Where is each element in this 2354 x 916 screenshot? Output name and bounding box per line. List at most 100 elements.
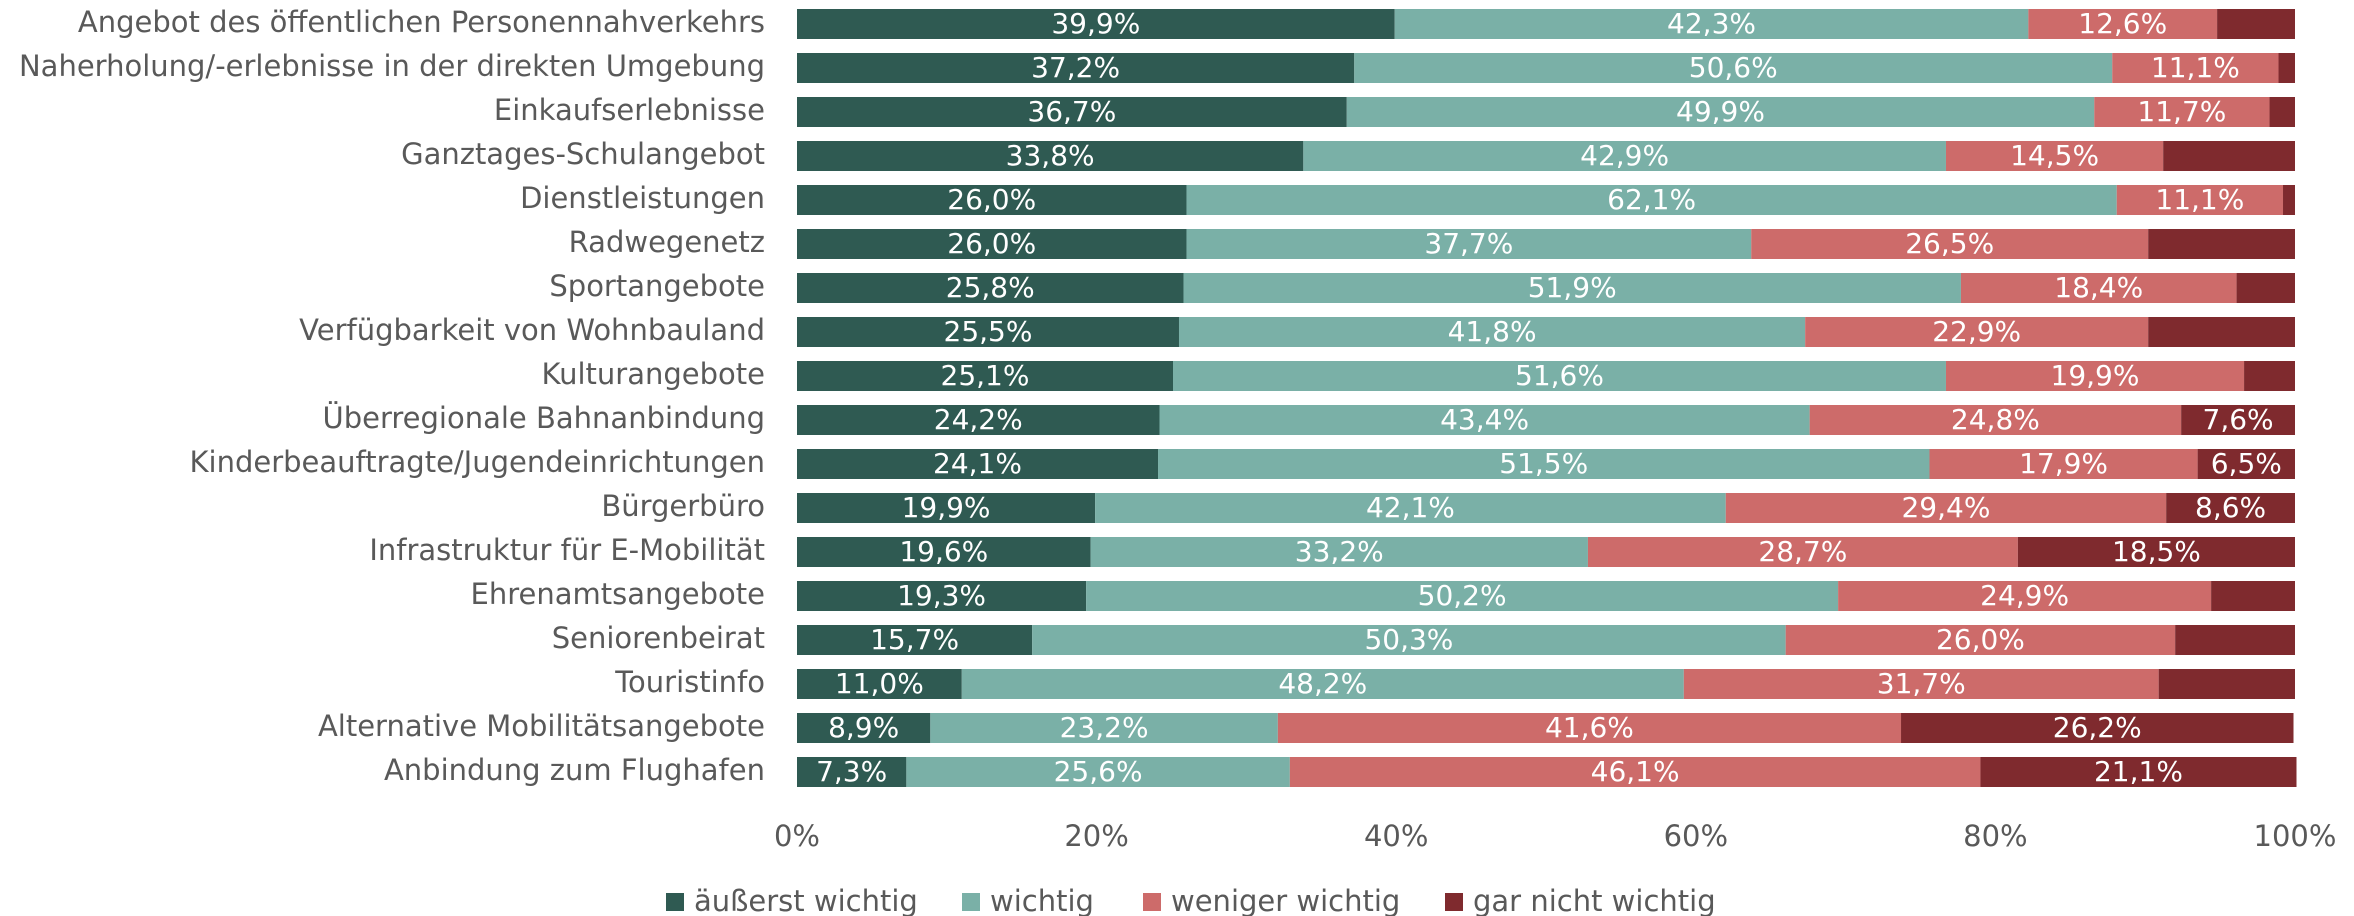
value-label: 26,5% <box>1905 227 1994 260</box>
x-tick-label: 40% <box>1364 819 1428 853</box>
bar-segment <box>906 757 1290 787</box>
value-label: 11,1% <box>2151 51 2240 84</box>
bar-segment <box>1172 361 1946 391</box>
category-label: Kulturangebote <box>542 357 765 391</box>
value-label: 23,2% <box>1060 711 1149 744</box>
value-label: 46,1% <box>1591 755 1680 788</box>
value-label: 31,7% <box>1877 667 1966 700</box>
value-label: 11,7% <box>2137 95 2226 128</box>
value-label: 39,9% <box>1051 7 1140 40</box>
bar-segment <box>797 97 1347 127</box>
x-tick-label: 0% <box>774 819 820 853</box>
bar-segment <box>1032 625 1786 655</box>
bar-segment <box>2112 53 2279 83</box>
value-label: 19,3% <box>897 579 986 612</box>
bar-segment <box>1809 405 2182 435</box>
value-label: 19,9% <box>902 491 991 524</box>
bar-segment <box>1303 141 1946 171</box>
value-label: 33,8% <box>1006 139 1095 172</box>
value-label: 42,3% <box>1667 7 1756 40</box>
x-tick-label: 60% <box>1664 819 1728 853</box>
bar-segment <box>797 493 1096 523</box>
bar-segment <box>2166 493 2295 523</box>
value-label: 11,1% <box>2155 183 2244 216</box>
value-label: 24,1% <box>933 447 1022 480</box>
category-label: Seniorenbeirat <box>552 621 765 655</box>
bar-segment <box>1183 273 1961 303</box>
bar-segment <box>797 449 1159 479</box>
bar-segment <box>1186 229 1752 259</box>
bar-segment <box>2017 537 2295 567</box>
bar-segment <box>1805 317 2149 347</box>
category-label: Infrastruktur für E-Mobilität <box>369 533 765 567</box>
bar-segment <box>1725 493 2167 523</box>
bar-segment <box>2278 53 2295 83</box>
value-label: 21,1% <box>2094 755 2183 788</box>
category-label: Bürgerbüro <box>601 489 765 523</box>
bar-segment <box>2158 669 2295 699</box>
category-label: Touristinfo <box>614 665 765 699</box>
value-label: 62,1% <box>1607 183 1696 216</box>
value-label: 19,6% <box>899 535 988 568</box>
value-label: 51,5% <box>1499 447 1588 480</box>
bar-segment <box>797 317 1179 347</box>
bar-segment <box>1838 581 2212 611</box>
bar-segment <box>2094 97 2270 127</box>
category-label: Ganztages-Schulangebot <box>401 137 765 171</box>
bar-segment <box>2217 9 2295 39</box>
value-label: 43,4% <box>1440 403 1529 436</box>
bar-segment <box>1751 229 2149 259</box>
value-label: 7,3% <box>816 755 887 788</box>
bar-segment <box>1394 9 2029 39</box>
category-label: Einkaufserlebnisse <box>494 93 765 127</box>
bar-segment <box>2181 405 2295 435</box>
bar-segment <box>1346 97 2095 127</box>
bar-segment <box>2163 141 2295 171</box>
bar-segment <box>797 537 1091 567</box>
bar-segment <box>1980 757 2297 787</box>
value-label: 24,8% <box>1951 403 2040 436</box>
bar-segment <box>797 141 1304 171</box>
value-label: 50,2% <box>1418 579 1507 612</box>
legend-label: äußerst wichtig <box>694 884 918 916</box>
value-label: 24,9% <box>1980 579 2069 612</box>
value-label: 50,3% <box>1364 623 1453 656</box>
value-label: 50,6% <box>1689 51 1778 84</box>
bar-segment <box>2244 361 2295 391</box>
value-label: 8,6% <box>2195 491 2266 524</box>
x-tick-label: 80% <box>1963 819 2027 853</box>
bar-segment <box>2236 273 2295 303</box>
bar-segment <box>2116 185 2284 215</box>
category-label: Alternative Mobilitätsangebote <box>318 709 765 743</box>
bar-segment <box>2028 9 2218 39</box>
legend-label: gar nicht wichtig <box>1473 884 1716 916</box>
value-label: 51,6% <box>1515 359 1604 392</box>
value-label: 26,0% <box>947 227 1036 260</box>
bar-segment <box>1945 361 2245 391</box>
bar-segment <box>797 53 1355 83</box>
value-label: 29,4% <box>1901 491 1990 524</box>
value-label: 37,2% <box>1031 51 1120 84</box>
value-label: 12,6% <box>2078 7 2167 40</box>
bar-segment <box>1354 53 2113 83</box>
value-label: 42,1% <box>1366 491 1455 524</box>
bar-segment <box>1178 317 1806 347</box>
bar-segment <box>1158 449 1930 479</box>
value-label: 25,8% <box>946 271 1035 304</box>
bar-segment <box>2211 581 2295 611</box>
value-label: 42,9% <box>1580 139 1669 172</box>
category-label: Naherholung/-erlebnisse in der direkten … <box>19 49 765 83</box>
value-label: 17,9% <box>2019 447 2108 480</box>
bar-segment <box>797 405 1160 435</box>
value-label: 26,0% <box>947 183 1036 216</box>
value-label: 41,8% <box>1448 315 1537 348</box>
value-label: 26,2% <box>2053 711 2142 744</box>
category-label: Radwegenetz <box>569 225 765 259</box>
value-label: 25,5% <box>944 315 1033 348</box>
bar-segment <box>1785 625 2176 655</box>
bar-segment <box>1929 449 2198 479</box>
bar-segment <box>797 625 1033 655</box>
bar-segment <box>2175 625 2295 655</box>
x-tick-label: 20% <box>1064 819 1128 853</box>
value-label: 19,9% <box>2051 359 2140 392</box>
